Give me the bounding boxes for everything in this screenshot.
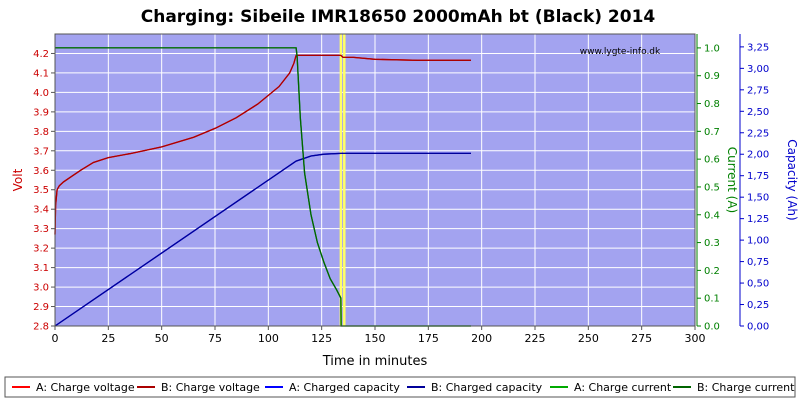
left-tick-label: 2.9 [33,302,49,313]
watermark: www.lygte-info.dk [580,47,661,57]
series-line-3 [54,152,471,327]
x-tick-label: 250 [578,332,599,345]
left-axis-label: Volt [11,168,25,191]
left-tick-label: 3.7 [33,146,49,157]
capacity-tick-label: 0,25 [747,300,769,311]
marker-lines [339,34,346,326]
current-tick-label: 0.8 [704,99,720,110]
left-tick-label: 3.6 [33,166,49,177]
x-axis-label: Time in minutes [322,354,428,369]
legend-box [4,376,796,398]
capacity-tick-label: 2,75 [747,85,769,96]
capacity-tick-label: 3,00 [747,64,769,75]
current-tick-label: 0.1 [704,294,720,305]
x-tick-label: 75 [208,332,222,345]
capacity-tick-label: 3,25 [747,42,769,53]
left-tick-label: 4.0 [33,88,49,99]
current-tick-label: 0.3 [704,238,720,249]
left-tick-label: 3.0 [33,283,49,294]
capacity-tick-label: 2,00 [747,150,769,161]
capacity-axis-ticks: 0,00 0,25 0,50 0,75 1,00 1,25 1,50 1,75 2,00 2,25… [739,34,769,333]
left-tick-label: 3.3 [33,224,49,235]
left-tick-label: 3.9 [33,107,49,118]
capacity-tick-label: 1,25 [747,214,769,225]
series-lines [54,47,471,327]
capacity-tick-label: 1,75 [747,171,769,182]
left-axis-ticks: 2.8 2.9 3.0 3.1 3.2 3.3 3.4 3.5 3.6 3.7 3.8 3.9 4.0 4… [33,49,55,333]
current-tick-label: 0.4 [704,210,720,221]
current-tick-label: 0.5 [704,182,720,193]
left-tick-label: 3.8 [33,127,49,138]
current-tick-label: 0.2 [704,266,720,277]
left-tick-label: 3.5 [33,185,49,196]
capacity-tick-label: 1,50 [747,193,769,204]
legend-label: A: Charge current [574,381,672,394]
capacity-tick-label: 0,75 [747,257,769,268]
current-tick-label: 1.0 [704,43,720,54]
x-tick-label: 225 [525,332,546,345]
left-tick-label: 3.1 [33,263,49,274]
capacity-axis-label: Capacity (Ah) [785,139,799,220]
x-tick-label: 275 [631,332,652,345]
current-axis-label: Current (A) [725,147,739,213]
series-line-5 [55,47,471,327]
legend-label: B: Charge voltage [161,381,260,394]
capacity-tick-label: 0,00 [747,322,769,333]
left-tick-label: 2.8 [33,322,49,333]
legend-label: A: Charge voltage [36,381,135,394]
x-tick-label: 150 [365,332,386,345]
x-tick-label: 300 [685,332,706,345]
x-tick-label: 50 [155,332,169,345]
capacity-tick-label: 0,50 [747,279,769,290]
legend: A: Charge voltage B: Charge voltage A: Cha… [12,381,795,394]
legend-label: B: Charged capacity [431,381,543,394]
current-tick-label: 0.7 [704,127,720,138]
current-axis-ticks: 0.0 0.1 0.2 0.3 0.4 0.5 0.6 0.7 0.8 0.9 1.0 [696,34,720,333]
legend-label: B: Charge current [697,381,795,394]
x-tick-label: 25 [101,332,115,345]
x-tick-label: 0 [52,332,59,345]
capacity-tick-label: 2,25 [747,128,769,139]
grid-lines [55,34,695,327]
x-tick-label: 100 [258,332,279,345]
current-tick-label: 0.9 [704,71,720,82]
left-tick-label: 4.2 [33,49,49,60]
x-axis-ticks: 0 25 50 75 100 125 150 175 200 225 250 275 300 [52,326,706,345]
left-tick-label: 4.1 [33,68,49,79]
x-tick-label: 175 [418,332,439,345]
current-tick-label: 0.0 [704,322,720,333]
x-tick-label: 125 [311,332,332,345]
x-tick-label: 200 [471,332,492,345]
chart-title: Charging: Sibeile IMR18650 2000mAh bt (B… [141,7,656,27]
capacity-tick-label: 2,50 [747,107,769,118]
left-tick-label: 3.4 [33,205,49,216]
capacity-tick-label: 1,00 [747,236,769,247]
current-tick-label: 0.6 [704,155,720,166]
left-tick-label: 3.2 [33,244,49,255]
series-line-1 [54,54,471,235]
legend-label: A: Charged capacity [289,381,400,394]
